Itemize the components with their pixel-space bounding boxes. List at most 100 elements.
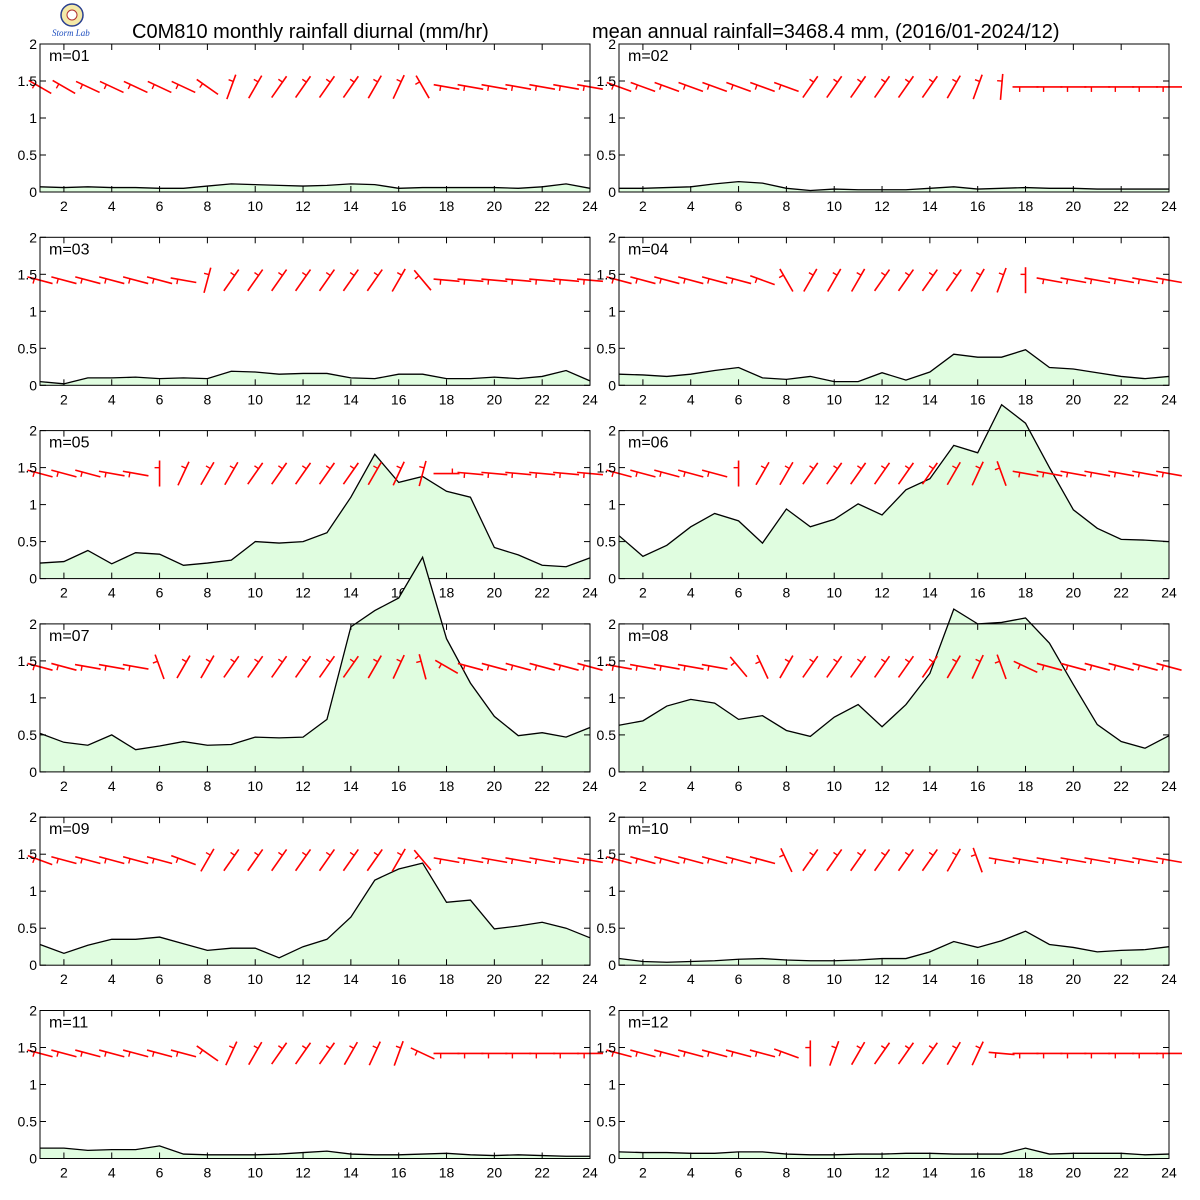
wind-barb-flag bbox=[880, 658, 886, 663]
wind-barb bbox=[294, 269, 312, 292]
wind-barb bbox=[196, 78, 219, 96]
wind-barb-shaft bbox=[51, 276, 77, 285]
data-point bbox=[1097, 724, 1098, 725]
y-tick-label: 0 bbox=[29, 1151, 37, 1167]
data-point bbox=[326, 185, 327, 186]
wind-barb-flag bbox=[707, 665, 710, 671]
wind-barb bbox=[51, 855, 77, 865]
wind-barb-flag bbox=[128, 1051, 131, 1057]
y-tick-label: 1 bbox=[608, 690, 616, 706]
wind-barb-shaft bbox=[701, 276, 728, 285]
x-tick-label: 12 bbox=[295, 1165, 311, 1181]
data-point bbox=[642, 720, 643, 721]
x-tick-label: 24 bbox=[1161, 971, 1177, 987]
x-tick-label: 2 bbox=[639, 391, 647, 407]
data-point bbox=[302, 737, 303, 738]
x-tick-label: 10 bbox=[826, 778, 842, 794]
wind-barb bbox=[367, 75, 382, 99]
x-tick-label: 12 bbox=[295, 971, 311, 987]
x-tick-label: 24 bbox=[1161, 778, 1177, 794]
wind-barb-shaft bbox=[177, 461, 190, 486]
data-point bbox=[350, 183, 351, 184]
y-tick-label: 0.5 bbox=[18, 534, 38, 550]
data-point bbox=[63, 561, 64, 562]
wind-barb-flag bbox=[534, 858, 538, 865]
wind-barb bbox=[177, 461, 190, 486]
wind-barb-shaft bbox=[74, 663, 101, 670]
wind-barb-shaft bbox=[418, 460, 427, 487]
wind-barb bbox=[146, 276, 173, 285]
wind-barb bbox=[505, 857, 532, 865]
data-point bbox=[1001, 940, 1002, 941]
wind-barb-flag bbox=[778, 274, 784, 279]
x-tick-label: 22 bbox=[1113, 391, 1129, 407]
data-point bbox=[762, 715, 763, 716]
wind-barb bbox=[725, 276, 752, 285]
wind-barb bbox=[779, 655, 794, 679]
panel-m03: 00.511.522 4 6 8 10 12 14 16 18 20 22 24m=03 bbox=[18, 229, 604, 407]
x-tick-label: 16 bbox=[970, 585, 986, 601]
wind-barb bbox=[457, 278, 484, 285]
data-point bbox=[929, 673, 930, 674]
panel-m09: 00.511.522 4 6 8 10 12 14 16 18 20 22 24m=09 bbox=[18, 809, 603, 987]
wind-barb bbox=[1036, 277, 1063, 285]
data-point bbox=[1073, 509, 1074, 510]
wind-barb bbox=[1084, 470, 1111, 478]
wind-barb bbox=[367, 655, 382, 679]
x-tick-label: 4 bbox=[687, 198, 695, 214]
wind-barb-flag bbox=[175, 84, 179, 90]
wind-barb bbox=[75, 855, 101, 865]
x-tick-label: 18 bbox=[439, 585, 455, 601]
wind-barb bbox=[122, 663, 149, 671]
wind-barb bbox=[529, 278, 556, 285]
y-tick-label: 1 bbox=[608, 1077, 616, 1093]
x-tick-label: 8 bbox=[782, 391, 790, 407]
wind-barb-flag bbox=[1113, 858, 1117, 865]
wind-barb-shaft bbox=[224, 461, 239, 486]
data-point bbox=[279, 374, 280, 375]
wind-barb-shaft bbox=[850, 655, 867, 678]
rainfall-line bbox=[39, 369, 591, 385]
wind-barb-shaft bbox=[410, 1047, 435, 1060]
wind-barb-shaft bbox=[98, 855, 125, 865]
wind-barb-flag bbox=[635, 858, 638, 864]
wind-barb-shaft bbox=[946, 1041, 961, 1066]
wind-barb-flag bbox=[151, 84, 155, 90]
wind-barb bbox=[1012, 857, 1039, 865]
wind-barb-shaft bbox=[392, 654, 405, 679]
data-point bbox=[1049, 467, 1050, 468]
y-tick-label: 0.5 bbox=[18, 920, 38, 936]
wind-barb-shaft bbox=[176, 655, 191, 679]
data-point bbox=[1025, 349, 1026, 350]
wind-barb bbox=[122, 1049, 149, 1058]
wind-barb bbox=[433, 468, 460, 475]
data-point bbox=[255, 371, 256, 372]
wind-barb-shaft bbox=[51, 662, 77, 671]
wind-barb-flag bbox=[856, 272, 862, 276]
data-point bbox=[494, 716, 495, 717]
wind-barb bbox=[146, 1049, 173, 1058]
data-point bbox=[422, 557, 423, 558]
data-point bbox=[1049, 188, 1050, 189]
wind-barb bbox=[921, 655, 938, 678]
wind-barb-shaft bbox=[367, 75, 382, 99]
plot-frame bbox=[39, 1010, 591, 1159]
data-point bbox=[714, 702, 715, 703]
wind-barb bbox=[1084, 277, 1111, 285]
x-tick-label: 2 bbox=[60, 198, 68, 214]
wind-barb-flag bbox=[880, 1045, 886, 1050]
wind-barb-flag bbox=[205, 851, 211, 856]
wind-barb-flag bbox=[56, 471, 59, 478]
data-point bbox=[63, 953, 64, 954]
logo: Storm Lab bbox=[52, 3, 90, 38]
data-point bbox=[1121, 741, 1122, 742]
y-tick-label: 0.5 bbox=[597, 340, 617, 356]
rainfall-line bbox=[39, 862, 591, 959]
wind-barb-shaft bbox=[433, 83, 460, 90]
x-tick-label: 2 bbox=[60, 585, 68, 601]
data-point bbox=[738, 719, 739, 720]
data-point bbox=[135, 377, 136, 378]
x-tick-label: 4 bbox=[108, 585, 116, 601]
x-tick-label: 10 bbox=[247, 778, 263, 794]
